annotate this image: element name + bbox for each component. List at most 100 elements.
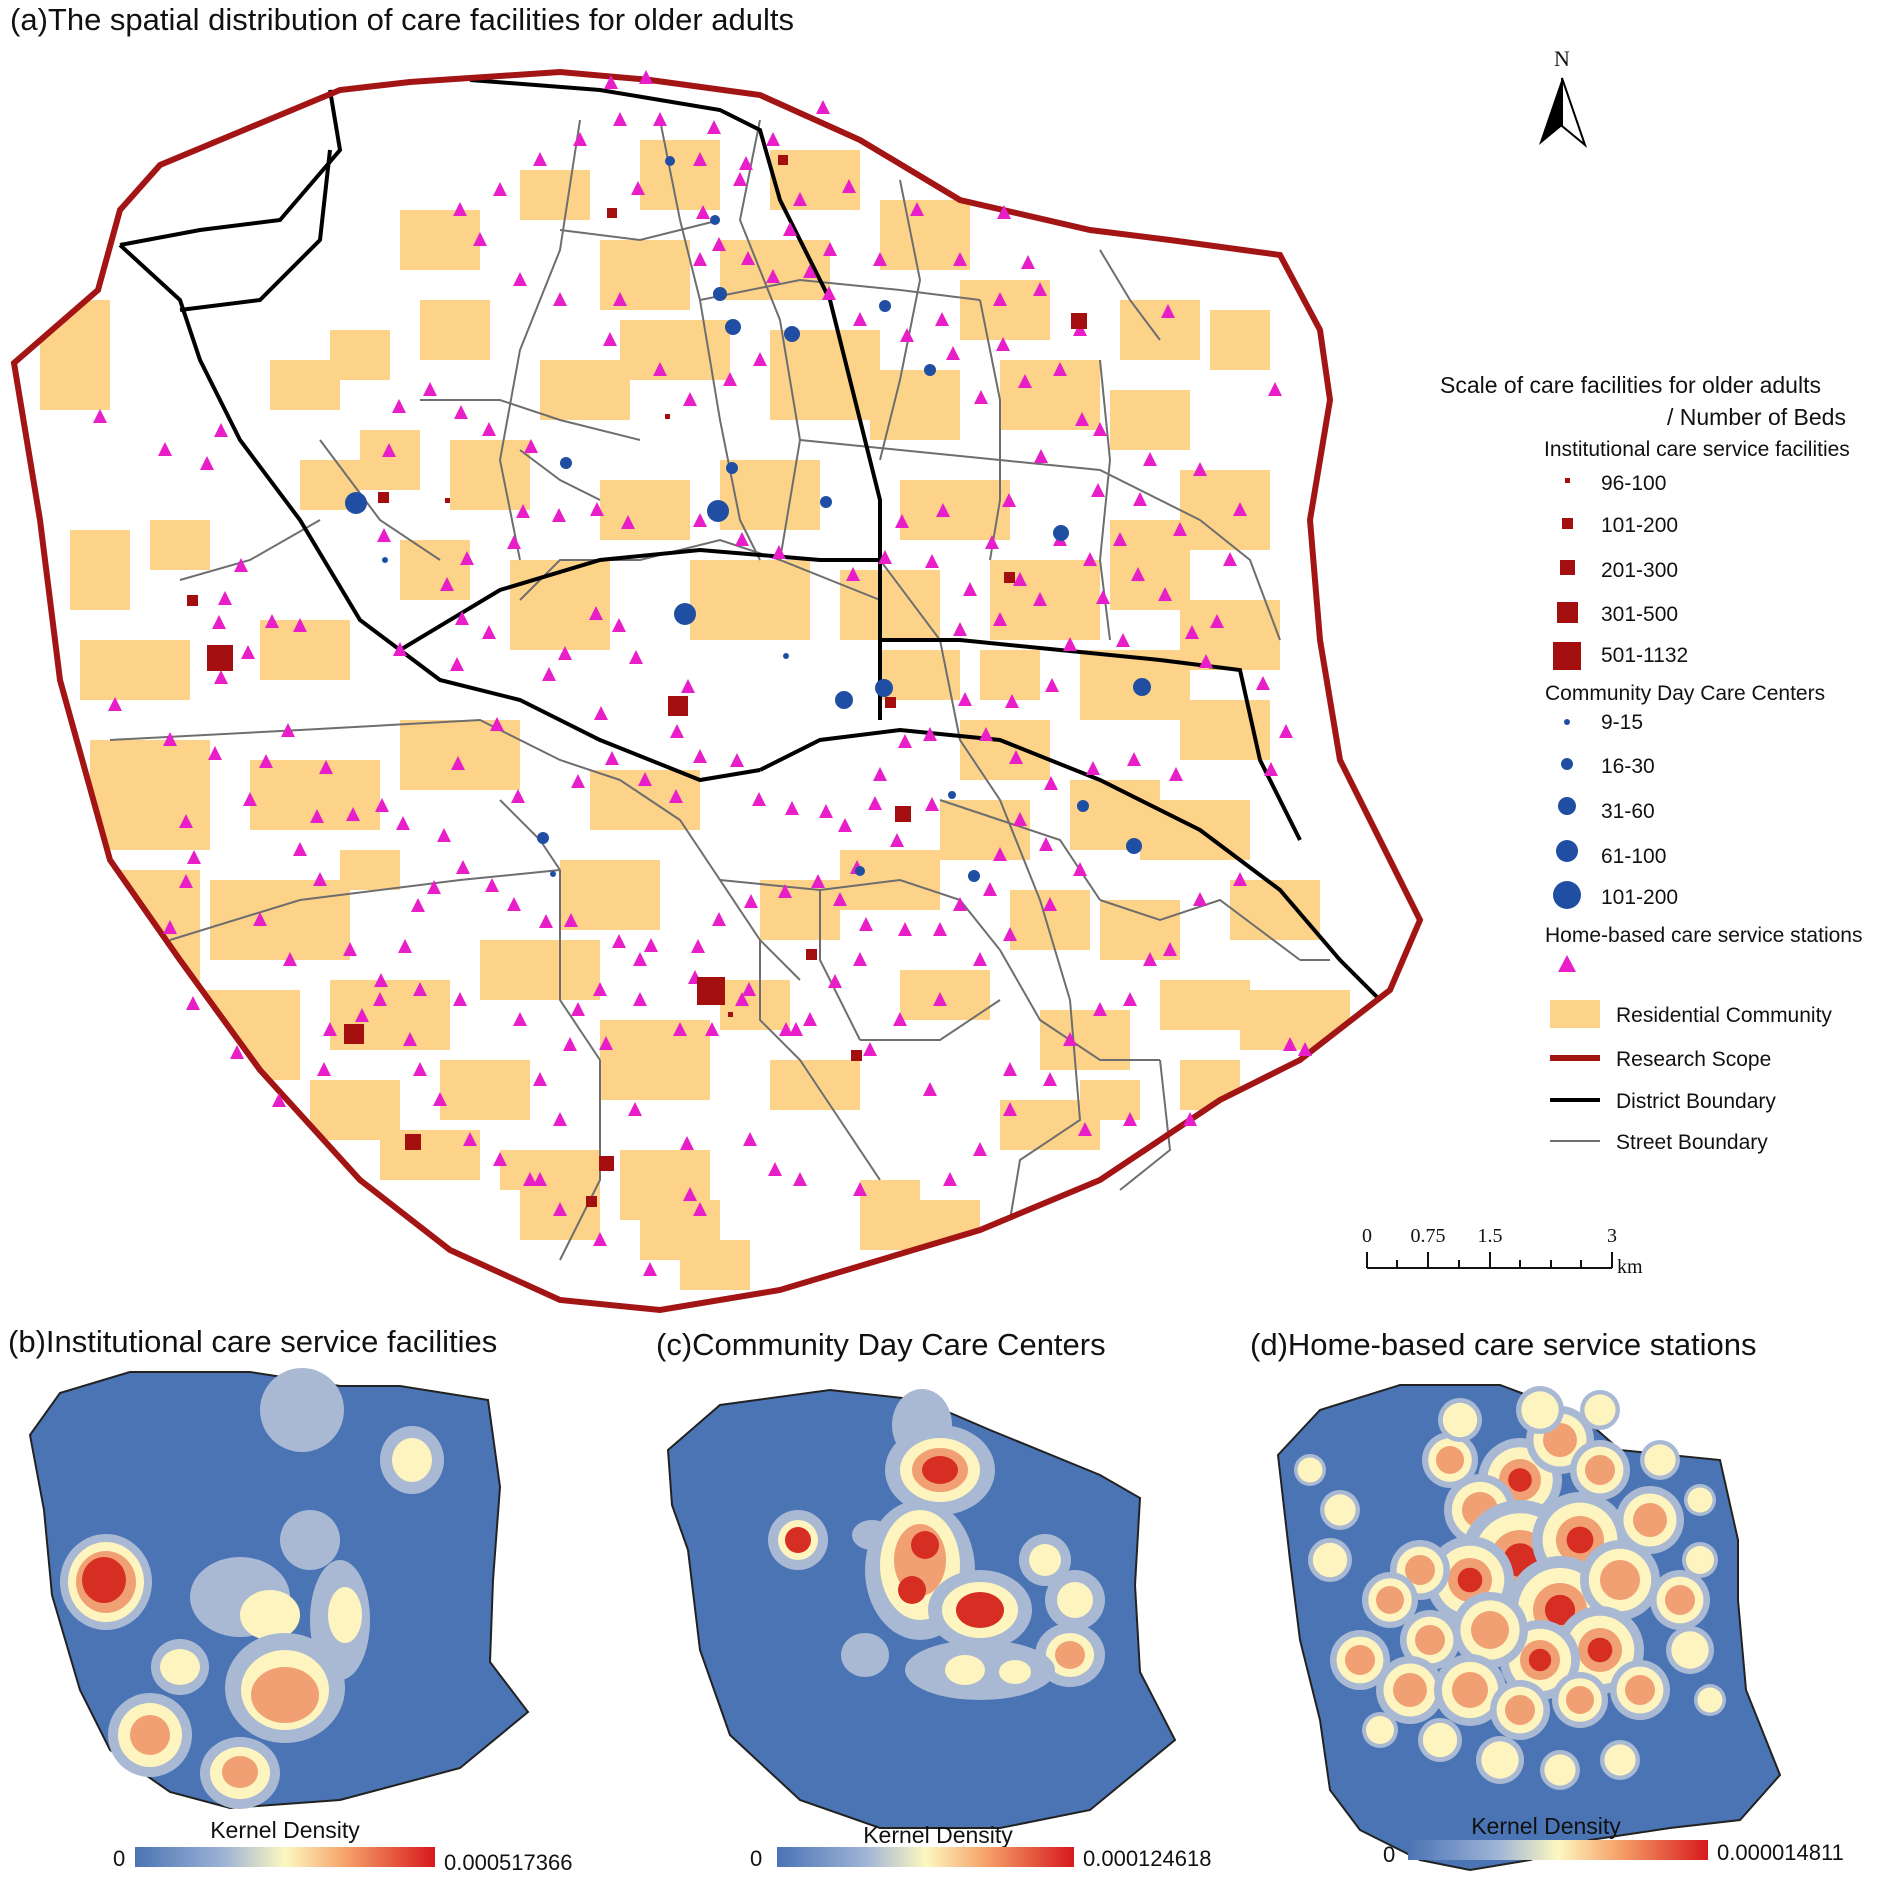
home-station-marker[interactable] bbox=[539, 914, 553, 928]
home-station-marker[interactable] bbox=[743, 1132, 757, 1146]
community-center-marker[interactable] bbox=[783, 653, 789, 659]
home-station-marker[interactable] bbox=[653, 112, 667, 126]
home-station-marker[interactable] bbox=[1143, 452, 1157, 466]
home-station-marker[interactable] bbox=[513, 272, 527, 286]
home-station-marker[interactable] bbox=[493, 182, 507, 196]
institutional-facility-marker[interactable] bbox=[665, 414, 670, 419]
home-station-marker[interactable] bbox=[853, 952, 867, 966]
home-station-marker[interactable] bbox=[973, 1142, 987, 1156]
home-station-marker[interactable] bbox=[346, 807, 360, 821]
institutional-facility-marker[interactable] bbox=[445, 498, 450, 503]
home-station-marker[interactable] bbox=[873, 767, 887, 781]
home-station-marker[interactable] bbox=[1223, 552, 1237, 566]
home-station-marker[interactable] bbox=[1123, 1112, 1137, 1126]
home-station-marker[interactable] bbox=[1169, 767, 1183, 781]
institutional-facility-marker[interactable] bbox=[806, 949, 817, 960]
home-station-marker[interactable] bbox=[1123, 992, 1137, 1006]
home-station-marker[interactable] bbox=[766, 132, 780, 146]
home-station-marker[interactable] bbox=[741, 251, 755, 265]
home-station-marker[interactable] bbox=[513, 1012, 527, 1026]
home-station-marker[interactable] bbox=[712, 237, 726, 251]
home-station-marker[interactable] bbox=[593, 1232, 607, 1246]
home-station-marker[interactable] bbox=[739, 156, 753, 170]
home-station-marker[interactable] bbox=[953, 897, 967, 911]
home-station-marker[interactable] bbox=[437, 828, 451, 842]
home-station-marker[interactable] bbox=[265, 614, 279, 628]
home-station-marker[interactable] bbox=[1185, 625, 1199, 639]
home-station-marker[interactable] bbox=[953, 622, 967, 636]
institutional-facility-marker[interactable] bbox=[607, 208, 617, 218]
home-station-marker[interactable] bbox=[453, 992, 467, 1006]
home-station-marker[interactable] bbox=[1091, 483, 1105, 497]
home-station-marker[interactable] bbox=[1279, 724, 1293, 738]
home-station-marker[interactable] bbox=[985, 535, 999, 549]
home-station-marker[interactable] bbox=[507, 897, 521, 911]
home-station-marker[interactable] bbox=[933, 992, 947, 1006]
home-station-marker[interactable] bbox=[933, 922, 947, 936]
home-station-marker[interactable] bbox=[451, 756, 465, 770]
home-station-marker[interactable] bbox=[744, 894, 758, 908]
home-station-marker[interactable] bbox=[158, 442, 172, 456]
home-station-marker[interactable] bbox=[822, 286, 836, 300]
home-station-marker[interactable] bbox=[482, 422, 496, 436]
home-station-marker[interactable] bbox=[943, 1172, 957, 1186]
home-station-marker[interactable] bbox=[293, 618, 307, 632]
home-station-marker[interactable] bbox=[259, 754, 273, 768]
community-center-marker[interactable] bbox=[835, 691, 853, 709]
home-station-marker[interactable] bbox=[208, 746, 222, 760]
home-station-marker[interactable] bbox=[241, 645, 255, 659]
home-station-marker[interactable] bbox=[828, 974, 842, 988]
home-station-marker[interactable] bbox=[187, 850, 201, 864]
home-station-marker[interactable] bbox=[1053, 362, 1067, 376]
institutional-facility-marker[interactable] bbox=[851, 1050, 862, 1061]
home-station-marker[interactable] bbox=[163, 732, 177, 746]
home-station-marker[interactable] bbox=[454, 405, 468, 419]
home-station-marker[interactable] bbox=[440, 577, 454, 591]
home-station-marker[interactable] bbox=[1021, 255, 1035, 269]
home-station-marker[interactable] bbox=[283, 952, 297, 966]
home-station-marker[interactable] bbox=[953, 252, 967, 266]
home-station-marker[interactable] bbox=[392, 399, 406, 413]
home-station-marker[interactable] bbox=[873, 252, 887, 266]
institutional-facility-marker[interactable] bbox=[599, 1156, 614, 1171]
community-center-marker[interactable] bbox=[550, 871, 556, 877]
home-station-marker[interactable] bbox=[310, 809, 324, 823]
home-station-marker[interactable] bbox=[382, 443, 396, 457]
home-station-marker[interactable] bbox=[644, 938, 658, 952]
home-station-marker[interactable] bbox=[973, 952, 987, 966]
home-station-marker[interactable] bbox=[374, 973, 388, 987]
home-station-marker[interactable] bbox=[403, 1032, 417, 1046]
home-station-marker[interactable] bbox=[693, 513, 707, 527]
community-center-marker[interactable] bbox=[345, 492, 367, 514]
home-station-marker[interactable] bbox=[979, 727, 993, 741]
home-station-marker[interactable] bbox=[1283, 1037, 1297, 1051]
home-station-marker[interactable] bbox=[589, 606, 603, 620]
home-station-marker[interactable] bbox=[859, 917, 873, 931]
home-station-marker[interactable] bbox=[803, 264, 817, 278]
home-station-marker[interactable] bbox=[613, 292, 627, 306]
home-station-marker[interactable] bbox=[533, 152, 547, 166]
home-station-marker[interactable] bbox=[1033, 592, 1047, 606]
home-station-marker[interactable] bbox=[1183, 1112, 1197, 1126]
community-center-marker[interactable] bbox=[665, 156, 675, 166]
institutional-facility-marker[interactable] bbox=[586, 1196, 597, 1207]
home-station-marker[interactable] bbox=[234, 558, 248, 572]
home-station-marker[interactable] bbox=[643, 1262, 657, 1276]
home-station-marker[interactable] bbox=[680, 1136, 694, 1150]
institutional-facility-marker[interactable] bbox=[405, 1134, 421, 1150]
home-station-marker[interactable] bbox=[898, 922, 912, 936]
home-station-marker[interactable] bbox=[218, 591, 232, 605]
community-center-marker[interactable] bbox=[855, 866, 865, 876]
home-station-marker[interactable] bbox=[1093, 1002, 1107, 1016]
home-station-marker[interactable] bbox=[1143, 952, 1157, 966]
community-center-marker[interactable] bbox=[784, 326, 800, 342]
home-station-marker[interactable] bbox=[423, 382, 437, 396]
home-station-marker[interactable] bbox=[355, 1008, 369, 1022]
home-station-marker[interactable] bbox=[633, 992, 647, 1006]
home-station-marker[interactable] bbox=[838, 818, 852, 832]
home-station-marker[interactable] bbox=[594, 706, 608, 720]
home-station-marker[interactable] bbox=[1131, 567, 1145, 581]
home-station-marker[interactable] bbox=[958, 692, 972, 706]
home-station-marker[interactable] bbox=[993, 292, 1007, 306]
home-station-marker[interactable] bbox=[1127, 752, 1141, 766]
